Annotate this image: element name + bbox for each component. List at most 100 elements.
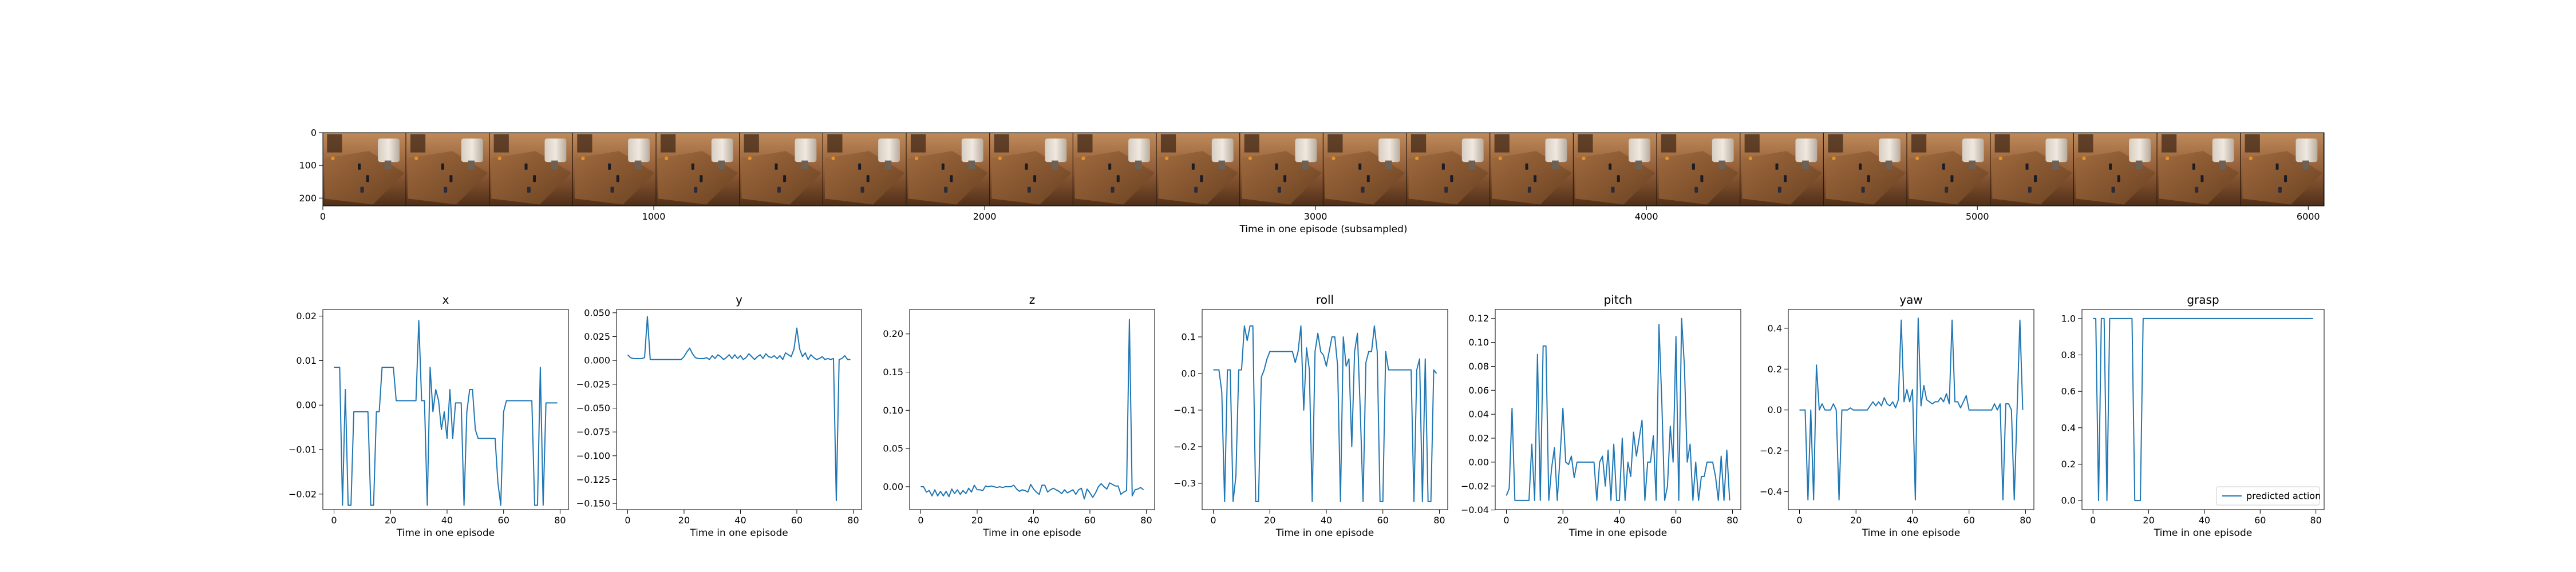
frame-object xyxy=(1116,175,1120,182)
camera-frame xyxy=(573,133,657,206)
y-tick-label: −0.02 xyxy=(289,488,317,499)
chart-yaw: yaw 0 20 40 60 80 −0.4 −0.2 0.0 0.2 0.4 Time in one… xyxy=(1760,293,2034,539)
frame-shadow xyxy=(2161,134,2177,153)
frame-gripper-tip xyxy=(1885,160,1893,169)
frame-object xyxy=(1441,163,1445,170)
camera-frame xyxy=(1824,133,1907,206)
frame-object xyxy=(783,175,787,182)
frame-object xyxy=(1700,175,1704,182)
x-tick-label: 0 xyxy=(2090,515,2096,526)
frame-object xyxy=(1275,163,1278,170)
series-line xyxy=(920,319,1144,500)
camera-frame xyxy=(906,133,990,206)
frame-shadow xyxy=(1327,134,1343,153)
frame-gripper-tip xyxy=(1635,160,1642,169)
x-axis-label: Time in one episode xyxy=(2154,527,2252,539)
frame-object xyxy=(1200,175,1203,182)
x-tick-label: 80 xyxy=(2020,515,2031,526)
x-tick-label: 80 xyxy=(847,515,859,526)
legend: predicted action xyxy=(2216,486,2321,506)
frame-strip-xticks: 0 1000 2000 3000 4000 5000 6000 xyxy=(320,206,2320,222)
frame-object xyxy=(950,175,953,182)
frame-gripper-tip xyxy=(1802,160,1809,169)
frame-shadow xyxy=(327,134,342,153)
frame-shadow xyxy=(1828,134,1843,153)
frame-object xyxy=(533,175,536,182)
frame-gripper xyxy=(961,138,983,162)
frame-strip-yticks: 0 100 200 xyxy=(299,128,323,204)
frame-object xyxy=(2192,163,2195,170)
frame-object xyxy=(1366,175,1370,182)
frame-gripper xyxy=(1045,138,1067,162)
chart-axes-frame xyxy=(322,309,569,510)
frame-object xyxy=(2034,175,2037,182)
frame-shadow xyxy=(577,134,592,153)
frame-gripper xyxy=(2045,138,2068,162)
y-tick-label: 0.02 xyxy=(296,311,317,321)
frame-orange-marker xyxy=(1164,156,1169,160)
frame-object xyxy=(366,175,369,182)
frame-object xyxy=(2025,163,2029,170)
y-tick-label: 1.0 xyxy=(2061,313,2076,324)
frame-shadow xyxy=(1578,134,1593,153)
frame-object xyxy=(616,175,619,182)
x-axis-label: Time in one episode xyxy=(982,527,1081,539)
y-tick-label: 0.02 xyxy=(1468,433,1489,444)
y-tick-label: 0.04 xyxy=(1468,409,1489,420)
y-tick-label: −0.01 xyxy=(289,444,317,455)
frame-object xyxy=(608,163,611,170)
frame-object xyxy=(1450,175,1453,182)
frame-gripper-tip xyxy=(1552,160,1559,169)
y-tick-label: 0.01 xyxy=(296,355,317,366)
frame-gripper xyxy=(2129,138,2151,162)
frame-gripper xyxy=(1712,138,1734,162)
camera-frame xyxy=(990,133,1074,206)
frame-strip-images xyxy=(323,133,2325,206)
frame-orange-marker xyxy=(2249,156,2253,160)
frame-object xyxy=(360,186,364,193)
x-tick-label: 60 xyxy=(1084,515,1096,526)
frame-shadow xyxy=(1494,134,1510,153)
y-tick-label: 0.4 xyxy=(2061,422,2076,433)
frame-shadow xyxy=(1077,134,1093,153)
y-tick-label: 0.08 xyxy=(1468,361,1489,372)
frame-object xyxy=(700,175,703,182)
frame-gripper xyxy=(795,138,817,162)
frame-gripper xyxy=(1461,138,1484,162)
camera-frame xyxy=(1740,133,1824,206)
frame-object xyxy=(2195,186,2199,193)
frame-object xyxy=(449,175,453,182)
frame-gripper xyxy=(1962,138,1984,162)
legend-box xyxy=(2216,486,2320,506)
frame-object xyxy=(777,186,781,193)
frame-object xyxy=(1025,163,1028,170)
frame-gripper-tip xyxy=(1385,160,1392,169)
x-tick-label: 40 xyxy=(734,515,746,526)
y-tick-label: −0.025 xyxy=(576,379,610,390)
frame-gripper xyxy=(1378,138,1401,162)
chart-title: x xyxy=(442,293,449,307)
y-tick-label: 0.050 xyxy=(584,307,610,318)
x-tick-label: 40 xyxy=(1907,515,1918,526)
frame-object xyxy=(2278,186,2282,193)
frame-table xyxy=(408,151,488,205)
x-tick-label: 80 xyxy=(1726,515,1738,526)
series-line xyxy=(1799,317,2024,500)
strip-ytick-label: 0 xyxy=(311,128,317,138)
y-tick-label: −0.2 xyxy=(1174,441,1196,452)
frame-orange-marker xyxy=(748,156,752,160)
x-tick-label: 80 xyxy=(1433,515,1445,526)
frame-orange-marker xyxy=(331,156,335,160)
frame-orange-marker xyxy=(1248,156,1253,160)
y-tick-label: −0.050 xyxy=(576,403,610,414)
y-tick-label: 0.025 xyxy=(584,331,610,342)
series-line xyxy=(334,320,558,506)
y-tick-label: 0.10 xyxy=(883,405,903,416)
camera-frame xyxy=(1490,133,1574,206)
y-tick-label: 0.10 xyxy=(1468,337,1489,348)
y-tick-label: 0.00 xyxy=(883,481,903,492)
x-axis-label: Time in one episode xyxy=(1862,527,1960,539)
y-tick-label: −0.2 xyxy=(1760,446,1782,456)
series-line xyxy=(1213,325,1437,502)
frame-shadow xyxy=(660,134,676,153)
